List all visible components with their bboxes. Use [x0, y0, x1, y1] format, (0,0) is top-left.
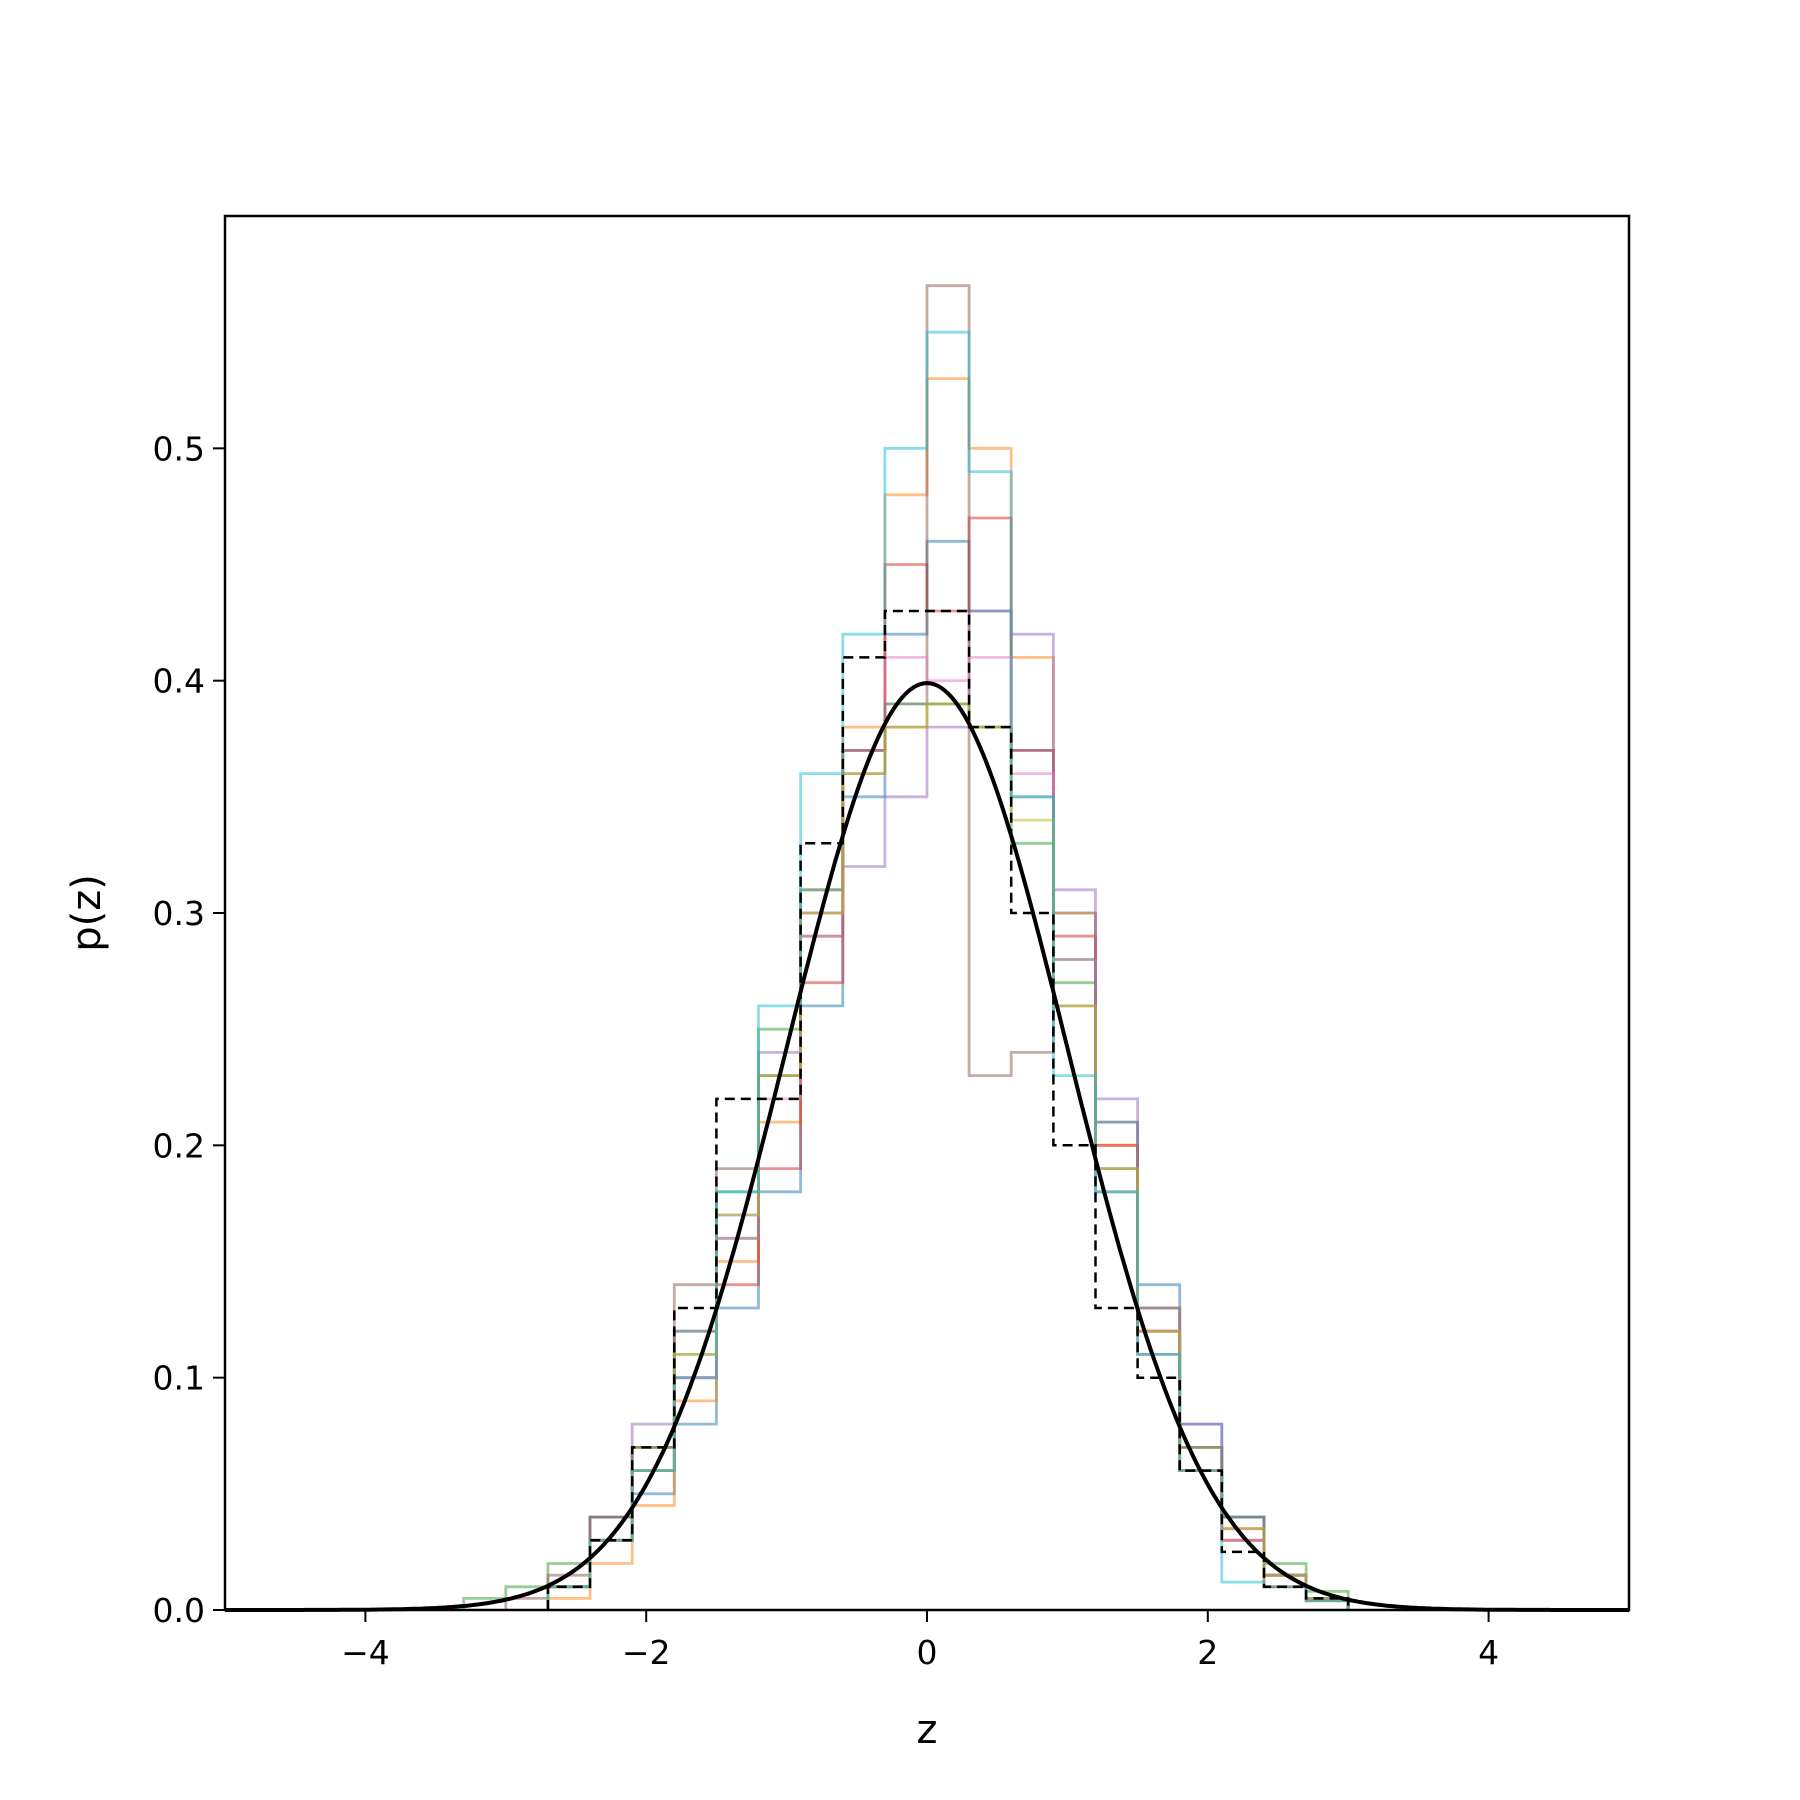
y-tick-label: 0.0 [153, 1591, 205, 1630]
y-tick-label: 0.5 [153, 429, 205, 468]
x-axis: −4 −2 0 2 4 [341, 1610, 1499, 1672]
y-tick-label: 0.4 [153, 662, 205, 701]
y-axis: 0.0 0.1 0.2 0.3 0.4 0.5 [153, 429, 225, 1630]
y-tick-label: 0.3 [153, 894, 205, 933]
y-tick-label: 0.1 [153, 1359, 205, 1398]
y-tick-label: 0.2 [153, 1126, 205, 1165]
x-tick-label: −2 [622, 1633, 671, 1672]
x-tick-label: 2 [1197, 1633, 1218, 1672]
x-tick-label: −4 [341, 1633, 390, 1672]
reference-curve-layer [225, 681, 1629, 1612]
x-tick-label: 4 [1478, 1633, 1499, 1672]
y-axis-label: p(z) [64, 874, 110, 952]
x-tick-label: 0 [917, 1633, 938, 1672]
x-axis-label: z [917, 1707, 938, 1753]
normal-pdf-curve [225, 681, 1629, 1612]
